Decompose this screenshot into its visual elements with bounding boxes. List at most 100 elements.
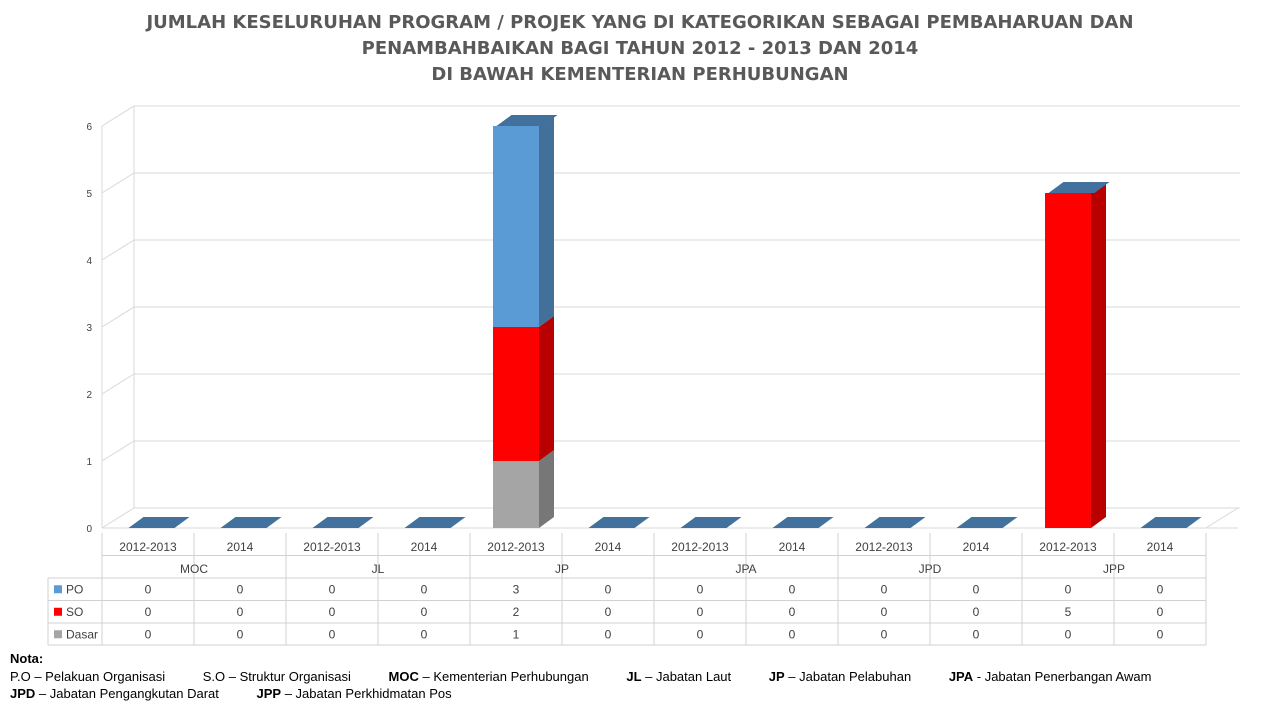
note-abbr: JL bbox=[626, 668, 642, 684]
x-tick-label: 2012-2013 bbox=[487, 540, 545, 554]
data-label: 5 bbox=[1065, 605, 1072, 619]
data-label: 1 bbox=[513, 627, 520, 641]
bar-segment-dasar bbox=[493, 461, 539, 528]
data-label: 0 bbox=[697, 627, 704, 641]
x-tick-label: 2014 bbox=[1147, 540, 1174, 554]
bar-top bbox=[496, 115, 558, 126]
data-label: 0 bbox=[881, 582, 888, 596]
legend-label: PO bbox=[66, 582, 83, 596]
note-jpa: JPA - Jabatan Penerbangan Awam bbox=[949, 668, 1152, 686]
data-table bbox=[47, 533, 1207, 646]
note-abbr: JPD bbox=[10, 686, 36, 701]
data-label: 0 bbox=[605, 627, 612, 641]
data-label: 0 bbox=[697, 582, 704, 596]
data-label: 0 bbox=[789, 605, 796, 619]
x-tick-label: 2014 bbox=[779, 540, 806, 554]
bar-segment-po bbox=[493, 126, 539, 327]
note-jp: JP – Jabatan Pelabuhan bbox=[769, 668, 911, 686]
group-label: JPD bbox=[919, 562, 942, 576]
bar-top bbox=[404, 517, 466, 528]
x-tick-label: 2014 bbox=[411, 540, 438, 554]
legend-key-po bbox=[54, 585, 62, 594]
note-text: – Pelakuan Organisasi bbox=[30, 668, 166, 684]
bar-top bbox=[1140, 517, 1202, 528]
y-tick-label: 5 bbox=[86, 189, 92, 200]
data-label: 0 bbox=[1157, 582, 1164, 596]
group-label: JPA bbox=[735, 562, 756, 576]
data-label: 0 bbox=[1065, 627, 1072, 641]
y-tick-label: 6 bbox=[86, 122, 92, 133]
data-label: 0 bbox=[421, 605, 428, 619]
data-label: 0 bbox=[1157, 627, 1164, 641]
gridline-depth bbox=[101, 239, 135, 261]
bar-top bbox=[312, 517, 374, 528]
x-tick-label: 2012-2013 bbox=[1039, 540, 1097, 554]
note-text: – Jabatan Pengangkutan Darat bbox=[35, 686, 219, 701]
note-text: - Jabatan Penerbangan Awam bbox=[973, 668, 1152, 684]
notes-heading: Nota: bbox=[10, 651, 44, 666]
note-moc: MOC – Kementerian Perhubungan bbox=[389, 668, 589, 686]
bar-stack bbox=[312, 517, 374, 528]
gridline-depth bbox=[101, 105, 135, 127]
data-label: 0 bbox=[145, 582, 152, 596]
data-label: 0 bbox=[973, 627, 980, 641]
group-label: MOC bbox=[180, 562, 208, 576]
stacked-bar-chart: 0 1 2 3 4 5 6 2012-2013 2014 2012-2013 2014 2012-20… bbox=[47, 105, 1240, 646]
bar-stack bbox=[680, 517, 742, 528]
bar-top bbox=[1048, 182, 1110, 193]
note-abbr: JP bbox=[768, 668, 785, 684]
data-label: 0 bbox=[237, 627, 244, 641]
notes-section: Nota: P.O – Pelakuan Organisasi S.O – St… bbox=[10, 650, 1185, 703]
bar-stack bbox=[128, 517, 190, 528]
data-label: 0 bbox=[421, 627, 428, 641]
note-abbr: P.O bbox=[10, 668, 31, 684]
bar-segment-side bbox=[539, 316, 554, 461]
bar-stack bbox=[956, 517, 1018, 528]
note-text: – Jabatan Perkhidmatan Pos bbox=[281, 686, 452, 701]
data-label: 0 bbox=[881, 627, 888, 641]
y-tick-label: 3 bbox=[86, 323, 92, 334]
bar-top bbox=[864, 517, 926, 528]
gridline-depth bbox=[101, 507, 135, 529]
bar-segment-so bbox=[493, 327, 539, 461]
data-label: 0 bbox=[789, 582, 796, 596]
bar-segment-side bbox=[1091, 182, 1106, 528]
x-tick-label: 2012-2013 bbox=[855, 540, 913, 554]
bar-top bbox=[128, 517, 190, 528]
data-label: 0 bbox=[605, 582, 612, 596]
x-tick-label: 2014 bbox=[595, 540, 622, 554]
note-jpd: JPD – Jabatan Pengangkutan Darat bbox=[10, 685, 219, 703]
group-label: JP bbox=[555, 562, 569, 576]
bar-segment-side bbox=[539, 450, 554, 528]
legend-label: Dasar bbox=[66, 627, 98, 641]
gridline-depth bbox=[101, 373, 135, 395]
note-text: – Jabatan Pelabuhan bbox=[784, 668, 912, 684]
bar-stack bbox=[1045, 182, 1110, 528]
x-tick-label: 2012-2013 bbox=[303, 540, 361, 554]
data-label: 0 bbox=[973, 582, 980, 596]
bar-stack bbox=[588, 517, 650, 528]
bar-top bbox=[772, 517, 834, 528]
legend-key-so bbox=[54, 607, 62, 616]
data-label: 0 bbox=[237, 605, 244, 619]
note-abbr: S.O bbox=[202, 668, 226, 684]
data-label: 0 bbox=[145, 605, 152, 619]
data-label: 0 bbox=[329, 627, 336, 641]
data-label: 0 bbox=[145, 627, 152, 641]
bar-stack bbox=[772, 517, 834, 528]
y-tick-label: 0 bbox=[86, 524, 92, 535]
bar-stack bbox=[220, 517, 282, 528]
chart-title-line: JUMLAH KESELURUHAN PROGRAM / PROJEK YANG… bbox=[146, 12, 1134, 33]
x-tick-label: 2014 bbox=[227, 540, 254, 554]
legend-label: SO bbox=[66, 605, 83, 619]
note-abbr: MOC bbox=[388, 668, 419, 684]
note-jl: JL – Jabatan Laut bbox=[626, 668, 731, 686]
bar-stack bbox=[493, 115, 558, 528]
notes-row: JPD – Jabatan Pengangkutan Darat JPP – J… bbox=[10, 685, 1185, 703]
note-abbr: JPP bbox=[256, 686, 282, 701]
legend-key-dasar bbox=[54, 630, 62, 639]
note-so: S.O – Struktur Organisasi bbox=[203, 668, 351, 686]
chart-title-line: DI BAWAH KEMENTERIAN PERHUBUNGAN bbox=[431, 64, 849, 85]
x-tick-label: 2014 bbox=[963, 540, 990, 554]
data-label: 0 bbox=[973, 605, 980, 619]
